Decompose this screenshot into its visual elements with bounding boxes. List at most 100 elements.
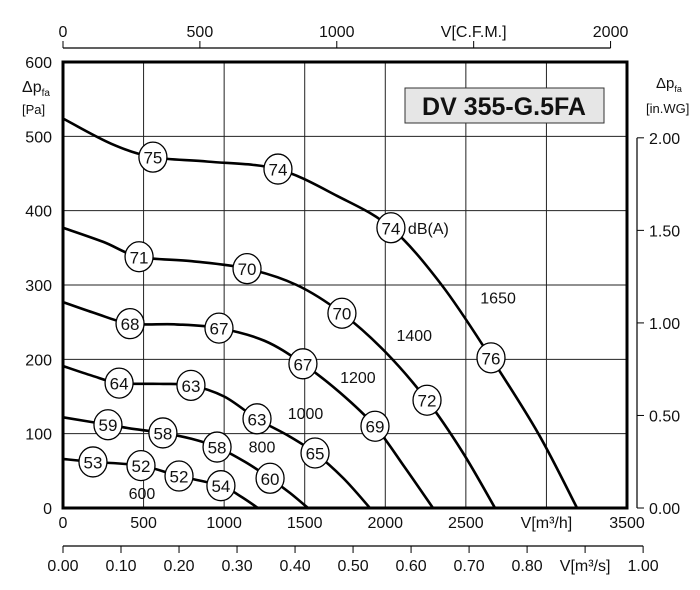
y-tick-label: 200 bbox=[25, 352, 52, 369]
noise-marker-value: 64 bbox=[110, 375, 129, 394]
noise-marker bbox=[232, 252, 262, 285]
noise-marker-value: 74 bbox=[269, 161, 288, 180]
noise-marker-value: 76 bbox=[482, 349, 501, 368]
bottom2-tick-label: 1.00 bbox=[628, 558, 659, 575]
noise-marker-value: 72 bbox=[418, 392, 437, 411]
noise-marker bbox=[78, 446, 108, 478]
y-tick-label: 300 bbox=[25, 278, 52, 295]
noise-marker-value: 65 bbox=[306, 444, 325, 463]
y-tick-label: 400 bbox=[25, 204, 52, 221]
right-tick-label: 0.50 bbox=[649, 408, 680, 425]
y-tick-label: 600 bbox=[25, 55, 52, 72]
noise-marker bbox=[300, 437, 330, 469]
noise-marker-value: 74 bbox=[381, 219, 400, 238]
noise-marker bbox=[255, 462, 285, 494]
noise-marker-value: 58 bbox=[153, 424, 172, 443]
noise-marker-value: 52 bbox=[170, 468, 189, 487]
noise-marker bbox=[360, 410, 390, 442]
bottom2-tick-label: 0.80 bbox=[512, 558, 543, 575]
y-axis-label: Δpfa bbox=[22, 79, 50, 99]
noise-marker bbox=[126, 449, 156, 482]
chart-title: DV 355-G.5FA bbox=[422, 93, 586, 121]
speed-labels: 1650 1400 1200 1000 800 600 bbox=[129, 291, 516, 503]
top-tick-label: V[C.F.M.] bbox=[441, 24, 507, 41]
right-tick-label: 2.00 bbox=[649, 131, 680, 148]
top-tick-label: 2000 bbox=[593, 24, 629, 41]
noise-marker bbox=[138, 141, 168, 173]
noise-marker bbox=[327, 297, 357, 329]
noise-marker-value: 67 bbox=[210, 320, 229, 339]
x-tick-label: 3500 bbox=[609, 515, 645, 532]
y-tick-label: 0 bbox=[43, 501, 52, 518]
noise-marker bbox=[176, 369, 206, 402]
right-tick-label: 0.00 bbox=[649, 501, 680, 518]
right-axis-unit: [in.WG] bbox=[646, 101, 689, 116]
top-tick-label: 0 bbox=[59, 24, 68, 41]
bottom2-tick-label: 0.50 bbox=[337, 558, 368, 575]
bottom2-tick-label: 0.60 bbox=[395, 558, 426, 575]
x-tick-label: 1000 bbox=[206, 515, 242, 532]
plot-frame bbox=[61, 60, 629, 510]
x-tick-label: 1500 bbox=[287, 515, 323, 532]
noise-marker-value: 68 bbox=[121, 315, 140, 334]
x-tick-label: 2500 bbox=[448, 515, 484, 532]
noise-marker-value: 60 bbox=[261, 470, 280, 489]
top-tick-label: 1000 bbox=[319, 24, 355, 41]
axes: 0 500 1000 1500 2000 2500 V[m³/h] 3500 0 100 200 30… bbox=[25, 24, 680, 575]
speed-label: 1650 bbox=[480, 291, 516, 308]
noise-marker-value: 71 bbox=[130, 248, 149, 267]
noise-marker-value: 63 bbox=[181, 377, 200, 396]
speed-label: 600 bbox=[129, 486, 156, 503]
noise-marker-value: 69 bbox=[366, 418, 385, 437]
noise-markers: 75 74 74 76 71 70 70 72 68 67 67 69 64 63 63 65 59 58 58 60… bbox=[78, 141, 506, 502]
noise-marker-value: 67 bbox=[293, 355, 312, 374]
speed-label: 1000 bbox=[288, 406, 324, 423]
noise-marker bbox=[288, 348, 318, 380]
noise-marker bbox=[124, 241, 154, 273]
noise-marker bbox=[148, 417, 178, 449]
x-tick-label: 0 bbox=[59, 515, 68, 532]
bottom2-tick-label: 0.20 bbox=[163, 558, 194, 575]
noise-marker-value: 59 bbox=[98, 416, 117, 435]
noise-marker bbox=[412, 384, 442, 416]
y-tick-label: 100 bbox=[25, 427, 52, 444]
noise-marker-value: 70 bbox=[238, 260, 257, 279]
noise-marker-value: 63 bbox=[248, 410, 267, 429]
right-tick-label: 1.50 bbox=[649, 223, 680, 240]
noise-marker bbox=[93, 409, 123, 441]
top-tick-label: 500 bbox=[187, 24, 214, 41]
speed-label: 1400 bbox=[396, 328, 432, 345]
title-box: DV 355-G.5FA bbox=[404, 87, 605, 124]
x-tick-label: V[m³/h] bbox=[521, 515, 573, 532]
noise-marker bbox=[263, 153, 293, 185]
noise-marker bbox=[376, 212, 406, 244]
noise-marker-value: 58 bbox=[208, 439, 227, 458]
y-axis-unit: [Pa] bbox=[22, 102, 45, 117]
noise-marker-value: 75 bbox=[143, 149, 162, 168]
bottom2-tick-label: V[m³/s] bbox=[560, 558, 611, 575]
noise-marker bbox=[202, 431, 232, 463]
speed-label: 1200 bbox=[340, 370, 376, 387]
bottom2-tick-label: 0.30 bbox=[221, 558, 252, 575]
bottom2-tick-label: 0.10 bbox=[105, 558, 136, 575]
x-tick-label: 2000 bbox=[367, 515, 403, 532]
noise-marker bbox=[242, 403, 272, 435]
right-tick-label: 1.00 bbox=[649, 316, 680, 333]
noise-marker-value: 70 bbox=[332, 305, 351, 324]
speed-label: 800 bbox=[249, 439, 276, 456]
right-axis-label: Δpfa bbox=[656, 75, 682, 94]
x-tick-label: 500 bbox=[130, 515, 157, 532]
y-tick-label: 500 bbox=[25, 129, 52, 146]
noise-marker bbox=[104, 367, 134, 399]
noise-marker bbox=[206, 470, 236, 502]
noise-marker bbox=[476, 342, 506, 374]
bottom2-tick-label: 0.00 bbox=[47, 558, 78, 575]
noise-marker-value: 52 bbox=[132, 457, 151, 476]
noise-marker bbox=[204, 312, 234, 344]
bottom2-tick-label: 0.70 bbox=[454, 558, 485, 575]
noise-unit-label: dB(A) bbox=[408, 221, 449, 238]
noise-marker-value: 54 bbox=[211, 477, 230, 496]
noise-marker-value: 53 bbox=[84, 453, 103, 472]
noise-marker bbox=[164, 460, 194, 492]
